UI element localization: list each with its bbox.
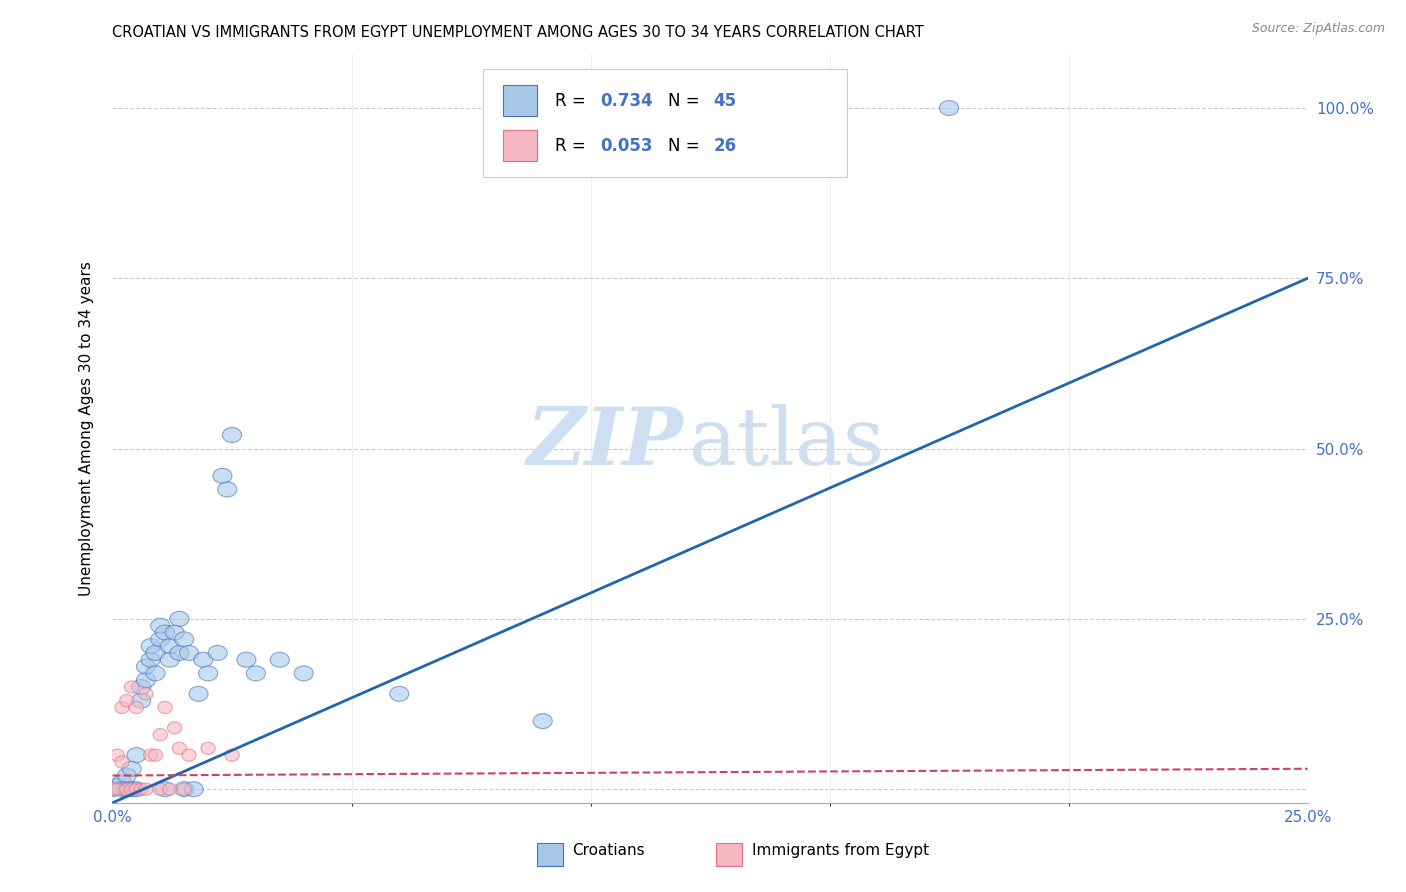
Ellipse shape — [174, 632, 194, 647]
Ellipse shape — [246, 666, 266, 681]
Ellipse shape — [150, 618, 170, 633]
Ellipse shape — [115, 756, 129, 768]
FancyBboxPatch shape — [503, 85, 537, 117]
Ellipse shape — [201, 742, 215, 755]
Ellipse shape — [120, 695, 134, 706]
Ellipse shape — [225, 749, 239, 761]
Ellipse shape — [156, 781, 174, 797]
Ellipse shape — [157, 701, 173, 714]
Ellipse shape — [141, 639, 160, 654]
Ellipse shape — [110, 783, 125, 796]
FancyBboxPatch shape — [484, 69, 848, 178]
Ellipse shape — [170, 611, 188, 626]
Ellipse shape — [156, 625, 174, 640]
Ellipse shape — [132, 680, 150, 695]
Ellipse shape — [194, 652, 212, 667]
Ellipse shape — [174, 781, 194, 797]
Text: 0.053: 0.053 — [600, 136, 652, 154]
Text: Immigrants from Egypt: Immigrants from Egypt — [752, 843, 929, 858]
Ellipse shape — [153, 729, 167, 741]
Ellipse shape — [188, 686, 208, 701]
Ellipse shape — [125, 681, 139, 693]
Ellipse shape — [172, 742, 187, 755]
Ellipse shape — [294, 666, 314, 681]
Ellipse shape — [139, 783, 153, 796]
Text: N =: N = — [668, 136, 704, 154]
Ellipse shape — [127, 781, 146, 797]
Ellipse shape — [112, 775, 132, 789]
Ellipse shape — [141, 652, 160, 667]
Ellipse shape — [136, 659, 156, 674]
Ellipse shape — [103, 781, 122, 797]
Ellipse shape — [115, 701, 129, 714]
Ellipse shape — [270, 652, 290, 667]
Text: 45: 45 — [714, 92, 737, 110]
Ellipse shape — [198, 666, 218, 681]
Ellipse shape — [184, 781, 204, 797]
Ellipse shape — [149, 749, 163, 761]
Ellipse shape — [105, 783, 120, 796]
Text: N =: N = — [668, 92, 704, 110]
Text: 0.734: 0.734 — [600, 92, 652, 110]
Ellipse shape — [125, 783, 139, 796]
Ellipse shape — [165, 625, 184, 640]
Ellipse shape — [143, 749, 157, 761]
Ellipse shape — [108, 779, 127, 793]
Ellipse shape — [208, 646, 228, 660]
Ellipse shape — [939, 101, 959, 115]
Ellipse shape — [160, 639, 180, 654]
Ellipse shape — [163, 783, 177, 796]
Ellipse shape — [533, 714, 553, 729]
Ellipse shape — [134, 783, 149, 796]
Ellipse shape — [117, 781, 136, 797]
Ellipse shape — [122, 761, 141, 776]
Ellipse shape — [132, 693, 150, 708]
Text: R =: R = — [555, 136, 591, 154]
Ellipse shape — [212, 468, 232, 483]
Ellipse shape — [222, 427, 242, 442]
Ellipse shape — [117, 768, 136, 783]
Text: Croatians: Croatians — [572, 843, 645, 858]
Ellipse shape — [218, 482, 236, 497]
Ellipse shape — [389, 686, 409, 701]
Text: Source: ZipAtlas.com: Source: ZipAtlas.com — [1251, 22, 1385, 36]
Ellipse shape — [129, 701, 143, 714]
Ellipse shape — [146, 646, 165, 660]
FancyBboxPatch shape — [503, 130, 537, 161]
Ellipse shape — [153, 783, 167, 796]
Ellipse shape — [146, 666, 165, 681]
Ellipse shape — [129, 783, 143, 796]
Ellipse shape — [112, 781, 132, 797]
Ellipse shape — [127, 747, 146, 763]
Text: CROATIAN VS IMMIGRANTS FROM EGYPT UNEMPLOYMENT AMONG AGES 30 TO 34 YEARS CORRELA: CROATIAN VS IMMIGRANTS FROM EGYPT UNEMPL… — [112, 25, 924, 40]
Ellipse shape — [139, 688, 153, 700]
FancyBboxPatch shape — [716, 843, 742, 866]
Y-axis label: Unemployment Among Ages 30 to 34 years: Unemployment Among Ages 30 to 34 years — [79, 260, 94, 596]
Text: atlas: atlas — [689, 404, 883, 483]
Ellipse shape — [160, 652, 180, 667]
Ellipse shape — [110, 749, 125, 761]
Ellipse shape — [167, 722, 181, 734]
Ellipse shape — [177, 783, 191, 796]
Ellipse shape — [150, 632, 170, 647]
Ellipse shape — [136, 673, 156, 688]
Text: R =: R = — [555, 92, 591, 110]
Ellipse shape — [180, 646, 198, 660]
FancyBboxPatch shape — [537, 843, 562, 866]
Ellipse shape — [181, 749, 197, 761]
Ellipse shape — [120, 783, 134, 796]
Text: ZIP: ZIP — [527, 404, 683, 482]
Ellipse shape — [236, 652, 256, 667]
Ellipse shape — [122, 781, 141, 797]
Ellipse shape — [170, 646, 188, 660]
Text: 26: 26 — [714, 136, 737, 154]
